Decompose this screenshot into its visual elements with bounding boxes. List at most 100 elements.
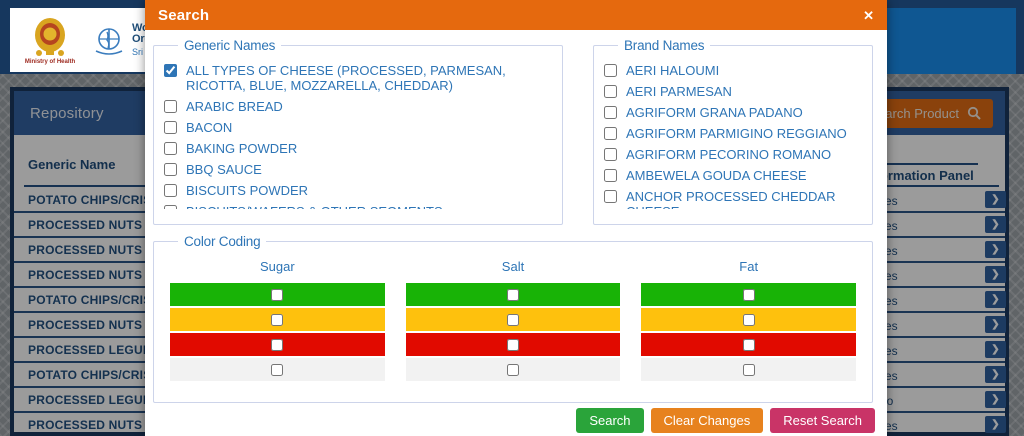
chevron-right-icon: ❯ bbox=[991, 418, 1000, 430]
checkbox[interactable] bbox=[604, 169, 617, 182]
chevron-right-icon: ❯ bbox=[991, 293, 1000, 305]
column-label-salt: Salt bbox=[501, 259, 525, 274]
band-checkbox[interactable] bbox=[271, 363, 284, 376]
band-checkbox[interactable] bbox=[742, 363, 755, 376]
band-checkbox[interactable] bbox=[271, 313, 284, 326]
band-red bbox=[641, 333, 857, 356]
band-red bbox=[170, 333, 385, 356]
checkbox[interactable] bbox=[604, 190, 617, 203]
row-detail-button[interactable]: ❯ bbox=[985, 341, 1006, 358]
option-label: ANCHOR PROCESSED CHEDDAR CHEESE bbox=[626, 189, 836, 209]
generic-name-cell: PROCESSED LEGUMES bbox=[28, 343, 170, 357]
modal-header: Search ✕ bbox=[145, 0, 887, 30]
chevron-right-icon: ❯ bbox=[991, 243, 1000, 255]
chevron-right-icon: ❯ bbox=[991, 318, 1000, 330]
checkbox[interactable] bbox=[164, 100, 177, 113]
brand-names-list: AERI HALOUMI AERI PARMESAN AGRIFORM GRAN… bbox=[604, 57, 862, 209]
search-modal: Search ✕ Generic Names ALL TYPES OF CHEE… bbox=[145, 0, 887, 436]
generic-name-cell: PROCESSED NUTS bbox=[28, 418, 143, 432]
checkbox[interactable] bbox=[164, 121, 177, 134]
option-label: AGRIFORM GRANA PADANO bbox=[626, 105, 803, 120]
row-detail-button[interactable]: ❯ bbox=[985, 266, 1006, 283]
checkbox[interactable] bbox=[604, 64, 617, 77]
generic-name-option[interactable]: ARABIC BREAD bbox=[164, 99, 552, 114]
generic-name-option[interactable]: ALL TYPES OF CHEESE (PROCESSED, PARMESAN… bbox=[164, 63, 552, 93]
row-detail-button[interactable]: ❯ bbox=[985, 291, 1006, 308]
band-green bbox=[641, 283, 857, 306]
ministry-logo: Ministry of Health bbox=[18, 16, 82, 65]
generic-name-option[interactable]: BAKING POWDER bbox=[164, 141, 552, 156]
checkbox[interactable] bbox=[164, 64, 177, 77]
generic-name-option[interactable]: BISCUITS/WAFERS & OTHER SEGMENTS bbox=[164, 204, 552, 209]
band-amber bbox=[170, 308, 385, 331]
brand-names-legend: Brand Names bbox=[624, 38, 705, 53]
brand-name-option[interactable]: AGRIFORM GRANA PADANO bbox=[604, 105, 862, 120]
generic-name-cell: POTATO CHIPS/CRISPS bbox=[28, 293, 168, 307]
band-checkbox[interactable] bbox=[507, 363, 519, 376]
option-label: BBQ SAUCE bbox=[186, 162, 262, 177]
brand-names-fieldset: Brand Names AERI HALOUMI AERI PARMESAN A… bbox=[593, 38, 873, 225]
generic-name-option[interactable]: BACON bbox=[164, 120, 552, 135]
page-title: Repository bbox=[30, 104, 104, 122]
chevron-right-icon: ❯ bbox=[991, 268, 1000, 280]
generic-name-cell: PROCESSED LEGUMES bbox=[28, 393, 170, 407]
row-detail-button[interactable]: ❯ bbox=[985, 416, 1006, 433]
color-coding-legend: Color Coding bbox=[184, 234, 261, 249]
sri-lanka-emblem-icon bbox=[35, 17, 65, 56]
band-amber bbox=[641, 308, 857, 331]
band-checkbox[interactable] bbox=[271, 288, 284, 301]
band-checkbox[interactable] bbox=[507, 288, 519, 301]
brand-name-option[interactable]: AERI HALOUMI bbox=[604, 63, 862, 78]
row-detail-button[interactable]: ❯ bbox=[985, 241, 1006, 258]
search-icon bbox=[967, 106, 981, 120]
checkbox[interactable] bbox=[164, 205, 177, 209]
checkbox[interactable] bbox=[164, 142, 177, 155]
checkbox[interactable] bbox=[604, 106, 617, 119]
brand-name-option[interactable]: AGRIFORM PARMIGINO REGGIANO bbox=[604, 126, 862, 141]
band-none bbox=[641, 358, 857, 381]
band-checkbox[interactable] bbox=[271, 338, 284, 351]
band-red bbox=[405, 333, 621, 356]
brand-name-option[interactable]: AERI PARMESAN bbox=[604, 84, 862, 99]
generic-name-option[interactable]: BISCUITS POWDER bbox=[164, 183, 552, 198]
row-detail-button[interactable]: ❯ bbox=[985, 316, 1006, 333]
band-checkbox[interactable] bbox=[742, 338, 755, 351]
column-header-information-panel: Information Panel bbox=[864, 168, 974, 183]
checkbox[interactable] bbox=[164, 163, 177, 176]
checkbox[interactable] bbox=[164, 184, 177, 197]
checkbox[interactable] bbox=[604, 85, 617, 98]
row-detail-button[interactable]: ❯ bbox=[985, 216, 1006, 233]
band-checkbox[interactable] bbox=[507, 338, 519, 351]
brand-name-option[interactable]: ANCHOR PROCESSED CHEDDAR CHEESE bbox=[604, 189, 862, 209]
brand-name-option[interactable]: AMBEWELA GOUDA CHEESE bbox=[604, 168, 862, 183]
reset-search-button[interactable]: Reset Search bbox=[770, 408, 875, 433]
generic-names-list: ALL TYPES OF CHEESE (PROCESSED, PARMESAN… bbox=[164, 57, 552, 209]
color-coding-grid: Sugar Salt Fat bbox=[164, 253, 862, 383]
close-icon[interactable]: ✕ bbox=[863, 7, 874, 23]
checkbox[interactable] bbox=[604, 127, 617, 140]
row-detail-button[interactable]: ❯ bbox=[985, 191, 1006, 208]
row-detail-button[interactable]: ❯ bbox=[985, 391, 1006, 408]
clear-changes-button[interactable]: Clear Changes bbox=[650, 408, 764, 433]
generic-name-option[interactable]: BBQ SAUCE bbox=[164, 162, 552, 177]
information-panel-topline bbox=[856, 163, 978, 165]
generic-names-legend: Generic Names bbox=[184, 38, 276, 53]
generic-name-cell: POTATO CHIPS/CRISPS bbox=[28, 193, 168, 207]
checkbox[interactable] bbox=[604, 148, 617, 161]
band-none bbox=[405, 358, 621, 381]
band-checkbox[interactable] bbox=[507, 313, 519, 326]
color-column-fat: Fat bbox=[641, 259, 857, 383]
band-checkbox[interactable] bbox=[742, 288, 755, 301]
band-checkbox[interactable] bbox=[742, 313, 755, 326]
brand-name-option[interactable]: AGRIFORM PECORINO ROMANO bbox=[604, 147, 862, 162]
row-detail-button[interactable]: ❯ bbox=[985, 366, 1006, 383]
search-button[interactable]: Search bbox=[576, 408, 644, 433]
band-green bbox=[170, 283, 385, 306]
band-none bbox=[170, 358, 385, 381]
generic-name-cell: PROCESSED NUTS bbox=[28, 243, 143, 257]
option-label: ARABIC BREAD bbox=[186, 99, 283, 114]
band-green bbox=[405, 283, 621, 306]
column-header-generic-name: Generic Name bbox=[28, 157, 116, 172]
modal-actions: Search Clear Changes Reset Search bbox=[576, 408, 875, 433]
band-amber bbox=[405, 308, 621, 331]
